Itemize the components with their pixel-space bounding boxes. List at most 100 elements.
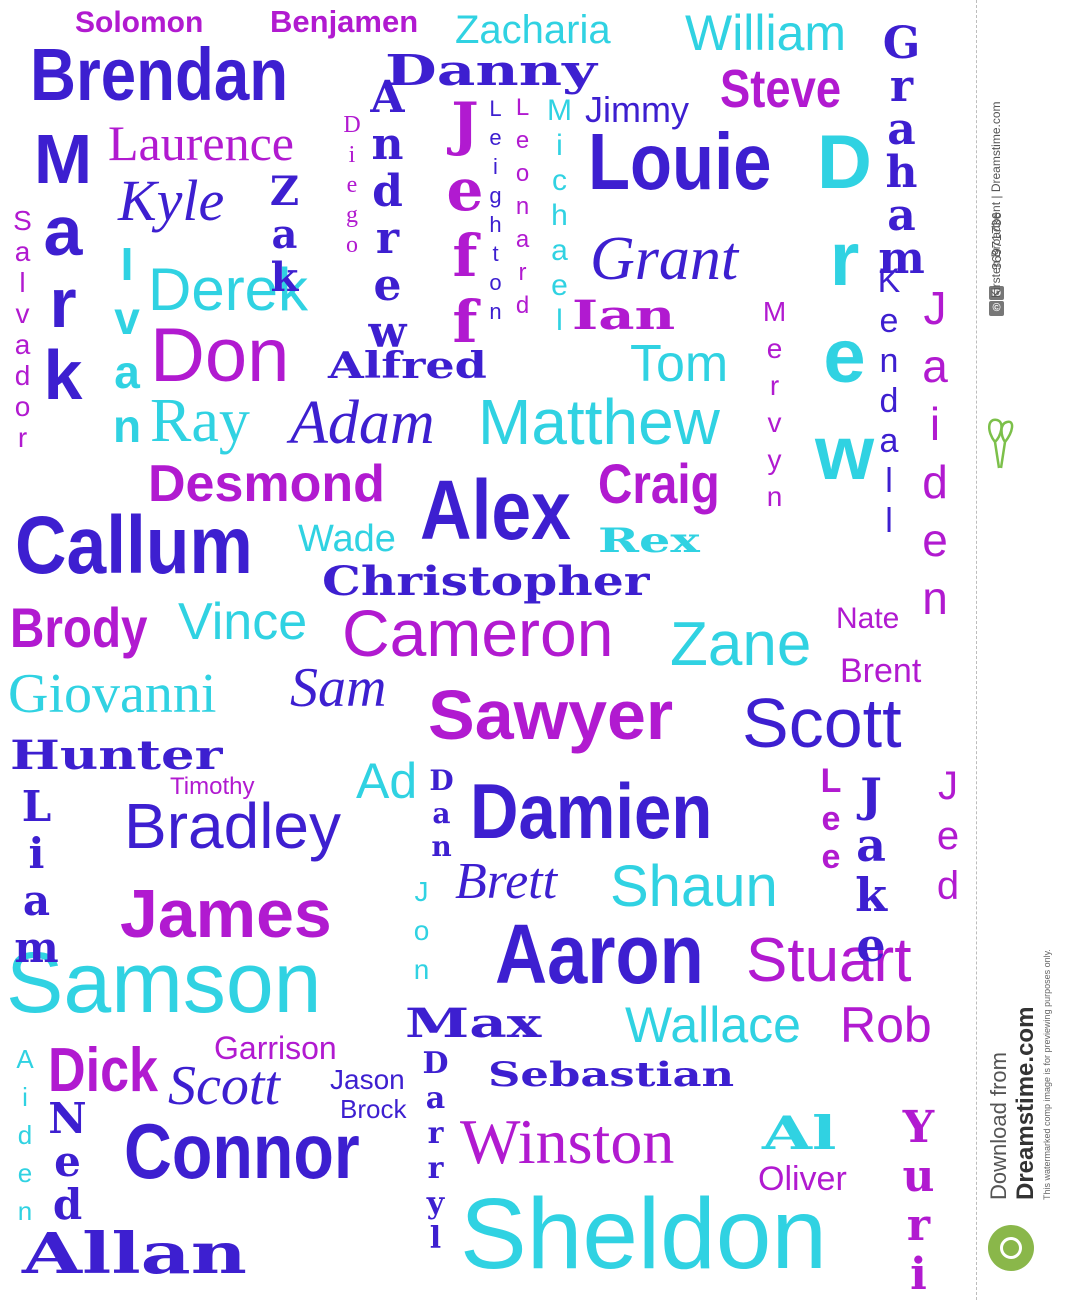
vword-jake: Jake [844,768,898,968]
word-derek: Derek [148,256,309,323]
vword-diego-text: Diego [339,112,365,262]
word-callum: Callum [15,500,253,591]
vword-andrew: Andrew [362,72,413,354]
word-laurence: Laurence [108,115,294,171]
preview-notice: This watermarked comp image is for previ… [1042,949,1052,1200]
vword-mark-text: Mark [24,120,102,408]
copyright-badge: © [989,301,1004,316]
copyright-symbol: © [992,302,1001,314]
watermark-sidebar: ID 36971736 © Kirsten Broadbent | Dreams… [976,0,1065,1300]
vword-lee-text: Lee [812,762,850,876]
word-winston: Winston [460,1106,675,1177]
vword-leonard-text: Leonard [509,94,536,325]
word-wallace: Wallace [625,997,801,1053]
vword-michael: Michael [543,94,576,339]
word-desmond: Desmond [148,455,385,513]
word-shaun: Shaun [610,854,778,919]
word-dick: Dick [48,1036,159,1105]
vword-mervyn: Mervyn [759,296,790,518]
word-tom: Tom [630,335,729,393]
id-label: ID [992,288,1001,298]
word-cameron: Cameron [342,596,614,670]
vword-jon-text: Jon [406,876,437,993]
word-matthew: Matthew [478,386,720,458]
word-ray: Ray [150,387,250,455]
vword-zak: Zak [261,168,308,297]
word-christopher: Christopher [322,558,650,605]
word-sawyer: Sawyer [428,676,674,754]
word-sebastian: Sebastian [488,1055,735,1095]
vword-jed: Jed [926,764,970,914]
vword-darryl: Darryl [418,1046,453,1256]
word-scott-1: Scott [742,684,902,762]
word-stuart: Stuart [746,926,912,995]
vword-ned-text: Ned [43,1094,92,1223]
vword-darryl-text: Darryl [418,1046,453,1256]
vword-graham-text: Graham [876,18,927,276]
vword-salvador: Salvador [7,205,38,453]
name-word-cloud: Solomon Benjamen Zacharia William Brenda… [6,4,970,1298]
word-jason: Jason [330,1064,405,1095]
id-badge: ID [989,286,1004,300]
word-connor: Connor [124,1107,360,1195]
word-ian: Ian [572,292,676,339]
vword-jeff: Jeff [431,90,499,354]
word-nate: Nate [836,602,900,635]
photographer-credit: Kirsten Broadbent | Dreamstime.com [989,101,1003,298]
vword-jaiden: Jaiden [909,282,961,630]
word-don: Don [150,313,290,398]
word-brody: Brody [10,596,148,659]
vword-jon: Jon [406,876,437,993]
word-al: Al [762,1106,837,1160]
vword-michael-text: Michael [543,94,576,339]
vword-jeff-text: Jeff [431,90,499,354]
vword-drew: Drew [802,120,887,508]
vword-dan-text: Dan [425,764,458,863]
word-grant: Grant [590,225,739,293]
word-ad: Ad [356,753,418,809]
word-zane: Zane [670,610,812,679]
vword-yuri-text: Yuri [893,1102,944,1298]
word-benjamen: Benjamen [270,4,419,39]
vword-dan: Dan [425,764,458,863]
vword-leighton-text: Leighton [483,96,508,328]
word-zacharia: Zacharia [455,8,611,52]
word-craig: Craig [598,452,720,515]
vword-aiden: Aiden [10,1044,40,1234]
word-damien: Damien [470,767,713,855]
vword-ivan-text: Ivan [101,238,153,454]
word-scott-2: Scott [168,1055,280,1117]
word-rob: Rob [840,997,932,1053]
download-from-label: Download from [986,1052,1011,1200]
word-kyle: Kyle [118,168,225,233]
vword-yuri: Yuri [893,1102,944,1298]
word-aaron: Aaron [495,907,704,1001]
word-hunter: Hunter [10,732,223,779]
word-timothy: Timothy [170,773,255,800]
word-jimmy: Jimmy [585,89,689,130]
word-william: William [685,5,847,61]
word-wade: Wade [298,518,396,560]
dreamstime-brand: Dreamstime.com [1012,1006,1039,1200]
vword-salvador-text: Salvador [7,205,38,453]
word-sam: Sam [290,657,387,719]
vword-ivan: Ivan [101,238,153,454]
vword-ned: Ned [43,1094,92,1223]
word-louie: Louie [588,117,772,206]
word-solomon: Solomon [75,6,204,39]
dreamstime-logo-icon [988,1225,1034,1271]
vword-graham: Graham [876,18,927,276]
vword-liam: Liam [12,782,61,970]
word-vince: Vince [178,593,308,651]
word-brock: Brock [340,1094,407,1124]
word-garrison: Garrison [214,1030,337,1066]
word-samson: Samson [6,935,322,1031]
word-allan: Allan [22,1221,247,1287]
word-alex: Alex [420,463,571,557]
vword-andrew-text: Andrew [362,72,413,354]
vword-mervyn-text: Mervyn [759,296,790,518]
word-james: James [120,876,332,952]
vword-leighton: Leighton [483,96,508,328]
word-danny: Danny [385,46,597,95]
vword-aiden-text: Aiden [10,1044,40,1234]
